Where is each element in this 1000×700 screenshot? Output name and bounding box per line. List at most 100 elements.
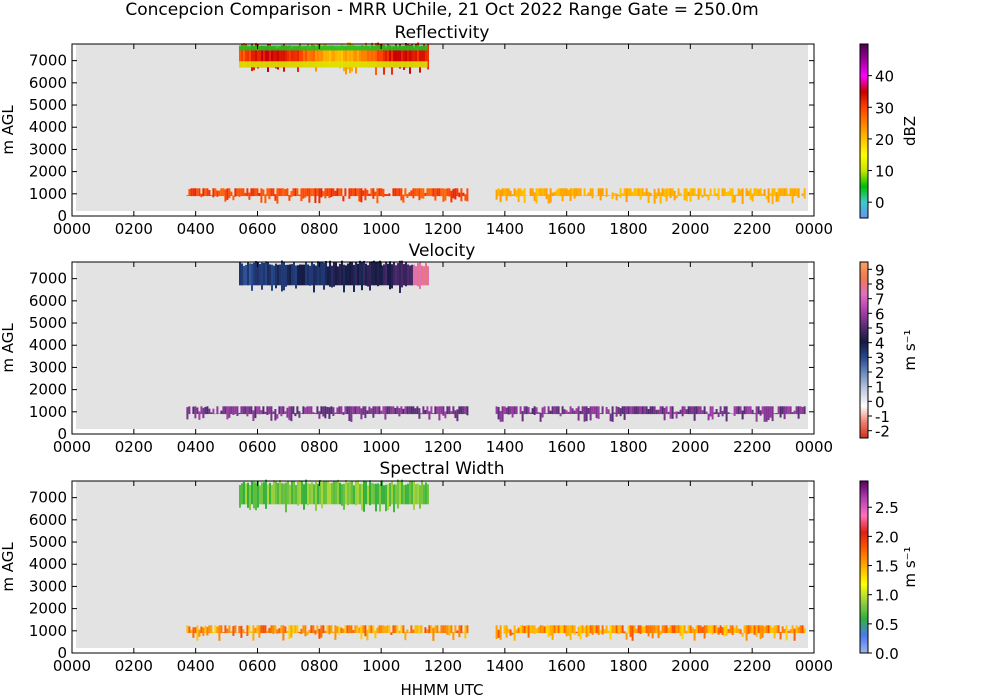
data-column xyxy=(691,188,694,197)
data-column xyxy=(405,262,407,287)
data-column xyxy=(551,192,554,197)
data-column xyxy=(667,627,670,633)
data-column xyxy=(216,626,219,633)
data-column xyxy=(434,406,437,415)
data-column xyxy=(767,406,770,421)
data-column xyxy=(208,625,211,634)
data-column xyxy=(192,406,195,414)
data-column xyxy=(757,189,760,196)
data-column xyxy=(296,406,299,415)
data-column xyxy=(222,406,225,415)
data-column xyxy=(380,625,383,634)
data-column xyxy=(300,188,303,202)
data-column xyxy=(343,264,345,293)
data-column xyxy=(569,406,572,415)
data-column xyxy=(787,193,790,196)
data-column xyxy=(519,188,522,197)
data-column xyxy=(351,262,353,286)
data-column xyxy=(220,188,223,197)
data-column xyxy=(284,189,287,196)
data-column xyxy=(224,406,227,415)
data-column xyxy=(779,406,782,418)
data-column xyxy=(339,482,341,505)
data-column xyxy=(379,260,381,286)
data-column xyxy=(234,406,237,415)
data-column xyxy=(398,630,401,634)
data-column xyxy=(410,625,413,634)
data-column xyxy=(295,265,297,289)
data-column xyxy=(529,625,532,634)
data-column xyxy=(749,406,752,415)
data-column xyxy=(381,265,383,286)
data-column xyxy=(388,193,391,197)
data-column xyxy=(311,261,313,286)
data-column xyxy=(589,625,592,634)
data-column xyxy=(685,188,688,202)
data-column xyxy=(412,188,415,199)
data-column xyxy=(695,406,698,415)
data-column xyxy=(239,485,241,508)
data-column xyxy=(306,631,309,636)
data-column xyxy=(446,406,449,415)
data-column xyxy=(699,406,702,415)
x-tick-label: 0000 xyxy=(795,438,833,456)
y-tick-label: 2000 xyxy=(29,381,67,399)
data-column xyxy=(290,625,293,638)
data-column xyxy=(424,192,427,196)
data-column xyxy=(371,42,373,68)
data-column xyxy=(336,626,339,633)
data-column xyxy=(364,625,367,637)
data-column xyxy=(353,45,355,68)
data-column xyxy=(418,408,421,419)
data-column xyxy=(352,188,355,197)
data-column xyxy=(539,188,542,197)
data-column xyxy=(350,188,353,197)
data-column xyxy=(306,406,309,415)
data-column xyxy=(633,406,636,415)
data-column xyxy=(442,188,445,202)
data-column xyxy=(335,47,337,68)
data-column xyxy=(537,188,540,197)
data-column xyxy=(210,195,213,196)
x-tick-label: 0000 xyxy=(795,657,833,675)
data-column xyxy=(365,42,367,68)
data-column xyxy=(595,625,598,634)
data-column xyxy=(271,46,273,68)
data-column xyxy=(251,263,253,291)
y-tick-label: 2000 xyxy=(29,163,67,181)
data-column xyxy=(415,484,417,505)
data-segment-1 xyxy=(186,406,469,422)
data-column xyxy=(296,625,299,634)
data-column xyxy=(186,195,189,196)
data-column xyxy=(275,263,277,289)
data-column xyxy=(515,406,518,415)
data-column xyxy=(677,188,680,197)
data-column xyxy=(607,630,610,633)
data-column xyxy=(212,631,215,634)
data-column xyxy=(313,484,315,505)
data-column xyxy=(273,265,275,286)
data-column xyxy=(409,265,411,286)
data-column xyxy=(323,44,325,68)
data-column xyxy=(337,266,339,286)
data-column xyxy=(296,188,299,197)
data-column xyxy=(703,625,706,639)
data-column xyxy=(591,406,594,415)
data-column xyxy=(355,46,357,74)
data-column xyxy=(340,188,343,197)
data-column xyxy=(324,406,327,419)
data-column xyxy=(364,188,367,201)
data-column xyxy=(289,264,291,286)
data-column xyxy=(397,479,399,509)
data-column xyxy=(421,265,423,286)
data-column xyxy=(683,625,686,634)
data-column xyxy=(258,406,261,415)
data-column xyxy=(371,483,373,505)
data-column xyxy=(432,188,435,197)
data-segment-0 xyxy=(238,42,429,75)
data-column xyxy=(557,625,560,634)
data-column xyxy=(753,625,756,635)
x-tick-label: 2200 xyxy=(733,657,771,675)
data-column xyxy=(539,625,542,634)
data-column xyxy=(386,625,389,634)
